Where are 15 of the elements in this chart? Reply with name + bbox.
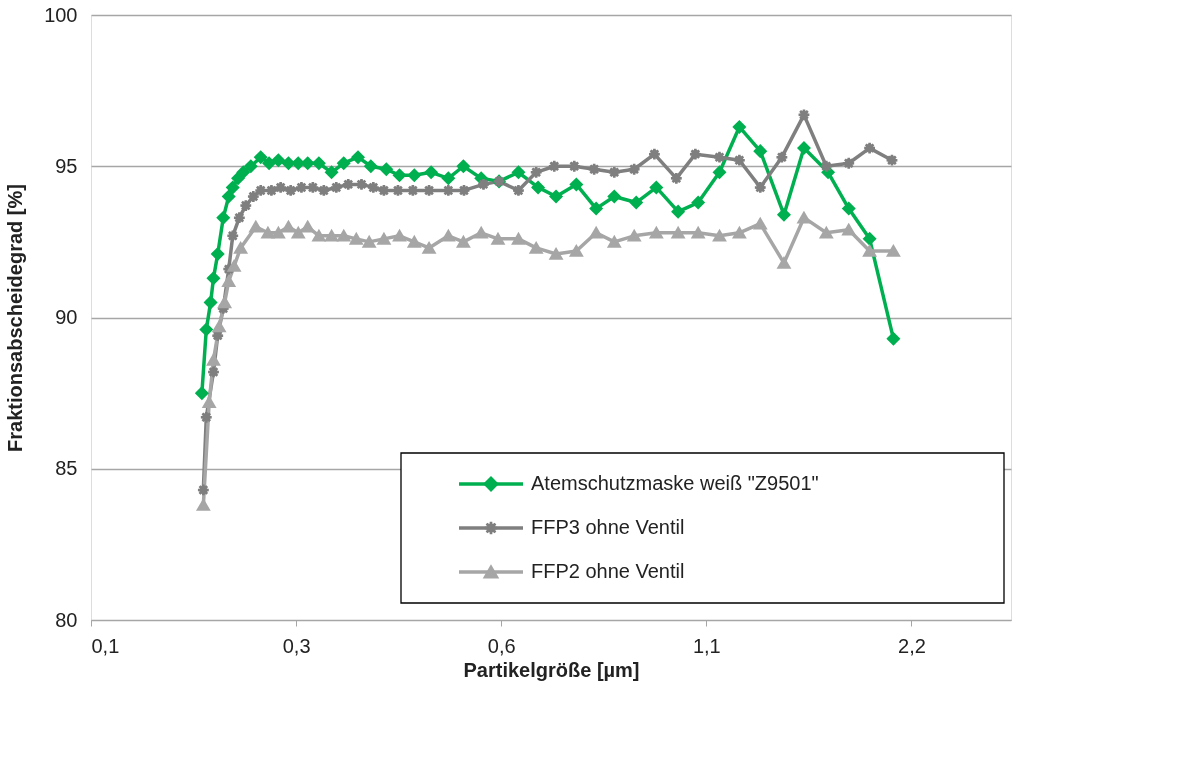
- x-axis-title: Partikelgröße [µm]: [463, 658, 640, 681]
- x-tick-label: 0,1: [91, 634, 120, 657]
- x-tick-label: 0,6: [487, 634, 516, 657]
- y-axis-title: Fraktionsabscheidegrad [%]: [4, 184, 27, 452]
- x-tick-label: 1,1: [692, 634, 721, 657]
- legend-label: FFP3 ohne Ventil: [531, 516, 685, 538]
- legend-label: Atemschutzmaske weiß "Z9501": [531, 472, 819, 494]
- y-tick-label: 80: [55, 608, 78, 631]
- y-tick-label: 85: [55, 457, 78, 480]
- legend-label: FFP2 ohne Ventil: [531, 560, 685, 582]
- y-tick-label: 90: [55, 306, 78, 328]
- x-tick-label: 0,3: [282, 634, 311, 657]
- y-tick-label: 95: [55, 154, 78, 177]
- x-tick-label: 2,2: [898, 634, 926, 657]
- y-tick-label: 100: [44, 3, 78, 26]
